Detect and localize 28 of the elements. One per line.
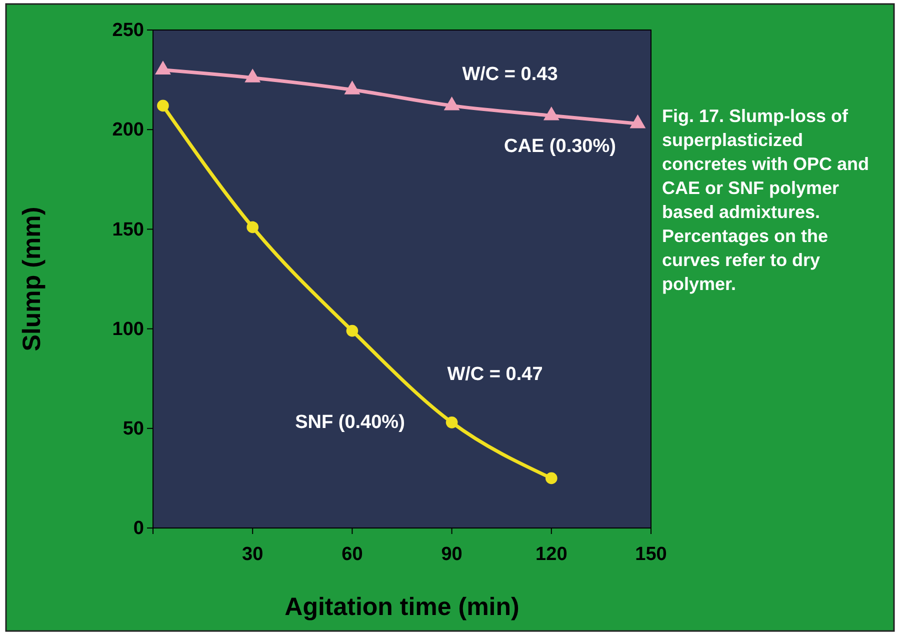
y-tick-label: 250 (112, 20, 144, 42)
y-axis-title: Slump (mm) (18, 206, 46, 352)
point (630, 114, 646, 128)
annotation: W/C = 0.43 (462, 64, 558, 85)
annotation: CAE (0.30%) (504, 136, 616, 157)
y-tick-label: 50 (122, 418, 144, 440)
caption: Fig. 17. Slump-loss of superplasticized concretes with OPC and CAE or SNF polymer based admixtures. Percentages on the curves refer to dry polymer. (662, 105, 870, 296)
annotation: W/C = 0.47 (447, 364, 543, 385)
x-tick-label: 150 (635, 544, 667, 565)
annotation: SNF (0.40%) (295, 412, 405, 433)
y-tick-label: 200 (112, 120, 144, 141)
point (444, 96, 460, 110)
y-tick-label: 0 (133, 518, 144, 540)
point (246, 221, 259, 234)
x-axis-title: Agitation time (min) (284, 593, 520, 621)
x-tick-label: 60 (342, 544, 363, 565)
x-tick-label: 120 (536, 544, 568, 565)
point (344, 80, 360, 94)
y-tick-label: 100 (112, 318, 144, 340)
point (244, 68, 261, 82)
x-tick-label: 90 (441, 544, 462, 565)
point (154, 60, 171, 74)
x-tick-label: 30 (242, 544, 264, 565)
y-tick-label: 150 (112, 219, 144, 240)
point (545, 472, 558, 484)
point (346, 324, 358, 337)
point (446, 416, 458, 428)
point (543, 106, 560, 120)
